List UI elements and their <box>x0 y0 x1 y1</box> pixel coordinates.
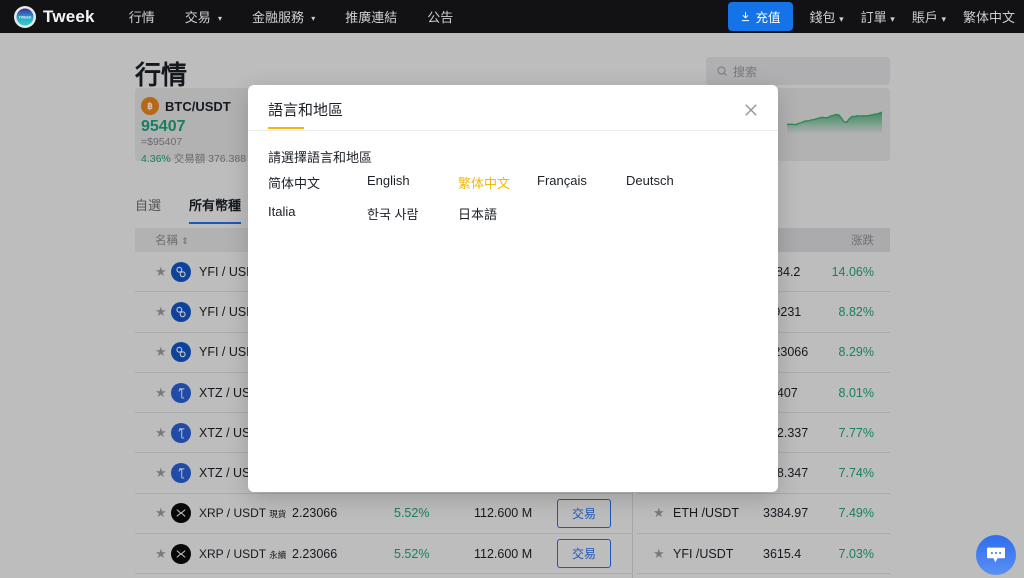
svg-text:TWEEK: TWEEK <box>19 15 32 19</box>
